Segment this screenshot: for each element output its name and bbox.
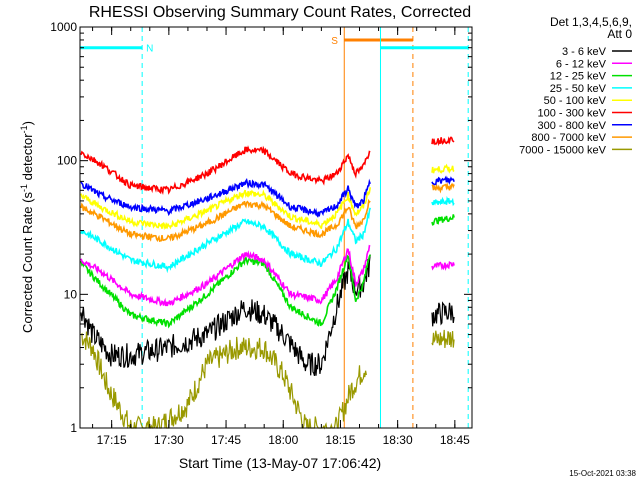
series-line-7-b — [431, 182, 455, 194]
legend-label: 100 - 300 keV — [538, 108, 607, 120]
legend-label: 300 - 800 keV — [538, 120, 607, 132]
legend-header-2: Att 0 — [607, 27, 632, 41]
legend-label: 7000 - 15000 keV — [519, 144, 607, 156]
x-tick-label: 17:15 — [97, 433, 127, 447]
series-line-2 — [80, 254, 371, 329]
observing-markers: NS — [79, 27, 469, 428]
y-tick-label: 1 — [70, 421, 77, 435]
x-tick-label: 18:15 — [325, 433, 355, 447]
y-tick-label: 100 — [57, 154, 77, 168]
chart-title: RHESSI Observing Summary Count Rates, Co… — [89, 4, 471, 21]
legend-label: 800 - 7000 keV — [531, 132, 606, 144]
series-line-5-b — [431, 136, 455, 147]
series-line-3 — [80, 207, 371, 274]
series-line-0 — [80, 254, 371, 377]
series-line-5 — [80, 145, 371, 196]
x-axis-label: Start Time (13-May-07 17:06:42) — [179, 455, 381, 471]
x-tick-label: 17:45 — [211, 433, 241, 447]
marker-label: N — [146, 44, 153, 55]
series-line-6-b — [431, 175, 455, 186]
series-line-8 — [80, 331, 367, 430]
legend-label: 6 - 12 keV — [556, 58, 607, 70]
footer-timestamp: 15-Oct-2021 03:38 — [569, 469, 636, 478]
x-tick-label: 18:45 — [440, 433, 470, 447]
x-tick-label: 18:00 — [268, 433, 298, 447]
series-line-4 — [80, 187, 371, 231]
marker-label: S — [331, 36, 338, 47]
series-line-3-b — [431, 195, 455, 207]
series-line-4-b — [431, 163, 455, 174]
legend-label: 25 - 50 keV — [550, 83, 607, 95]
series-lines — [80, 136, 455, 430]
x-tick-label: 17:30 — [154, 433, 184, 447]
y-tick-label: 1000 — [50, 20, 77, 34]
series-line-1-b — [431, 260, 455, 272]
series-line-0-b — [431, 301, 455, 327]
plot-frame — [79, 26, 473, 429]
series-line-7 — [80, 198, 371, 243]
series-line-8-b — [431, 329, 455, 349]
legend-header-1: Det 1,3,4,5,6,9, — [550, 15, 632, 29]
y-axis-label: Corrected Count Rate (s-1 detector-1) — [19, 121, 35, 333]
series-line-6 — [80, 177, 371, 218]
series-line-2-b — [431, 214, 455, 226]
axis-ticks: 1 10 100 1000 17:15 17:30 17:45 18:00 18:15 18:30… — [50, 20, 472, 447]
x-tick-label: 18:30 — [383, 433, 413, 447]
y-tick-label: 10 — [64, 287, 78, 301]
legend-label: 50 - 100 keV — [544, 95, 607, 107]
legend-label: 3 - 6 keV — [562, 46, 607, 58]
series-line-1 — [80, 244, 371, 307]
legend-label: 12 - 25 keV — [550, 71, 607, 83]
